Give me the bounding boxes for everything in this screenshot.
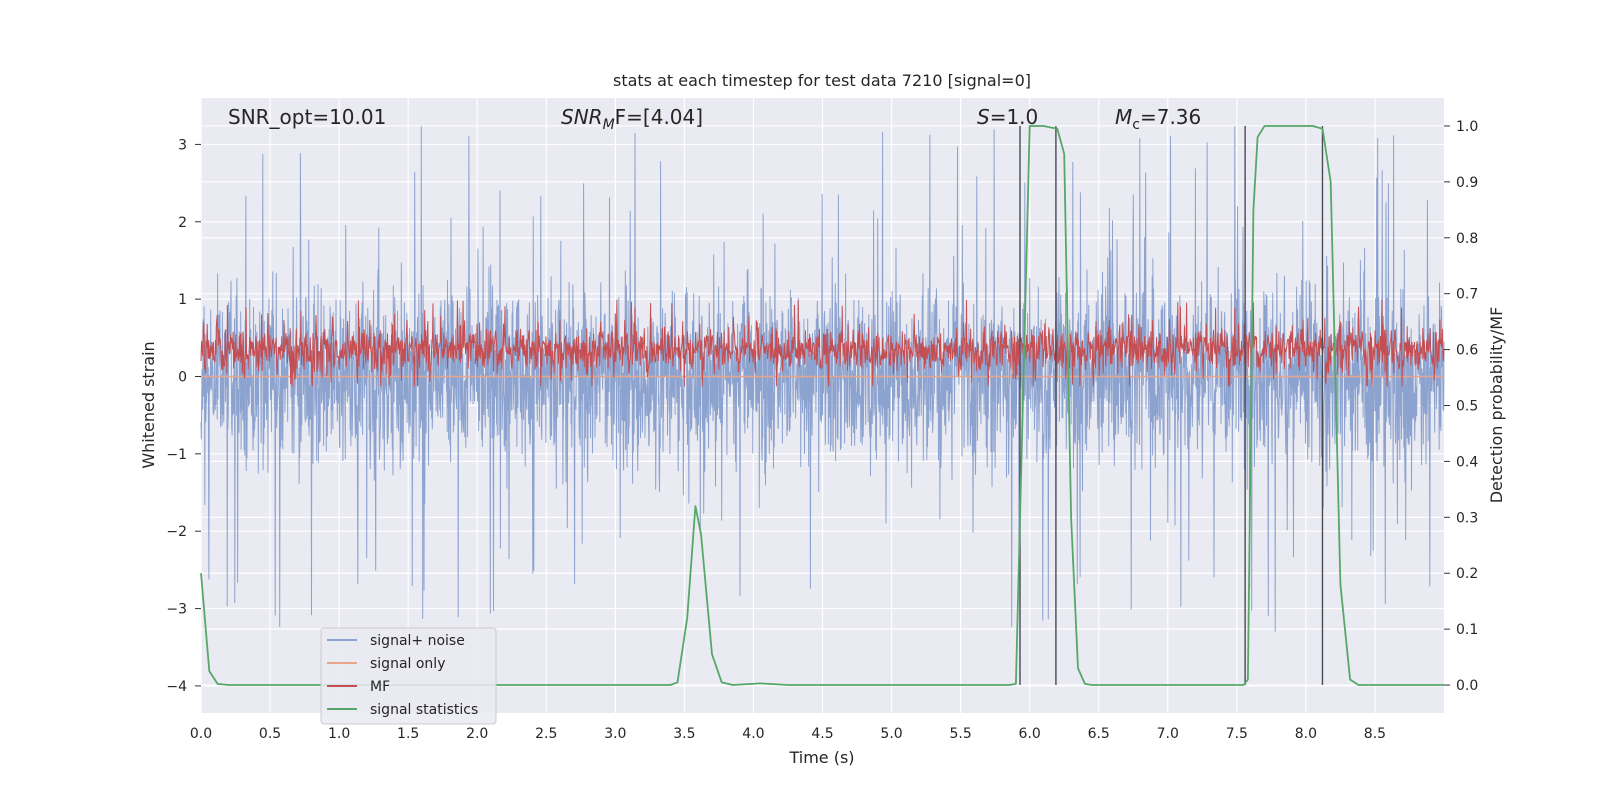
- annotation-mc-sub: c: [1132, 117, 1140, 133]
- annotation-snr-opt: SNR_opt=10.01: [228, 105, 386, 129]
- y-right-tick-label: 0.9: [1456, 175, 1478, 191]
- x-tick-label: 3.0: [604, 726, 626, 742]
- x-tick-label: 6.5: [1088, 726, 1110, 742]
- y-right-tick-label: 0.5: [1456, 399, 1478, 415]
- legend-label-signal-statistics: signal statistics: [370, 702, 478, 718]
- y-left-tick-label: −3: [166, 602, 187, 618]
- y-axis-left-label: Whitened strain: [139, 341, 158, 468]
- annotation-s: S=1.0: [977, 105, 1038, 129]
- y-right-tick-label: 0.8: [1456, 231, 1478, 247]
- y-right-tick-label: 0.2: [1456, 566, 1478, 582]
- annotation-s-main: S: [977, 105, 990, 129]
- x-tick-label: 5.0: [880, 726, 902, 742]
- x-tick-label: 6.0: [1019, 726, 1041, 742]
- y-right-tick-label: 1.0: [1456, 119, 1478, 135]
- x-axis-label: Time (s): [788, 748, 854, 767]
- y-left-tick-label: 1: [178, 292, 187, 308]
- y-right-tick-label: 0.0: [1456, 678, 1478, 694]
- annotation-snr-mf-rest: F=[4.04]: [615, 105, 703, 129]
- y-right-tick-label: 0.1: [1456, 622, 1478, 638]
- annotation-mc-rest: =7.36: [1140, 105, 1201, 129]
- x-tick-label: 4.5: [811, 726, 833, 742]
- legend-label-signal-plus-noise: signal+ noise: [370, 633, 465, 649]
- annotation-s-rest: =1.0: [990, 105, 1039, 129]
- x-tick-label: 3.5: [673, 726, 695, 742]
- series-signal-statistics: [200, 125, 1444, 686]
- y-left-tick-label: −4: [166, 679, 187, 695]
- annotation-snr-mf: SNRMF=[4.04]: [561, 105, 703, 133]
- y-right-tick-label: 0.4: [1456, 454, 1478, 470]
- y-left-tick-label: −1: [166, 447, 187, 463]
- x-tick-label: 2.0: [466, 726, 488, 742]
- annotation-mc-main: M: [1115, 105, 1132, 129]
- y-left-tick-label: 3: [178, 137, 187, 153]
- annotation-snr-mf-main: SNR: [561, 105, 603, 129]
- x-axis-ticks: 0.0 0.5 1.0 1.5 2.0 2.5 3.0 3.5 4.0 4.5 5.0 5.5 6.0 6…: [190, 726, 1386, 742]
- annotation-mc: Mc=7.36: [1115, 105, 1201, 133]
- series-signal-plus-noise: [200, 126, 1445, 632]
- y-axis-right-ticks: 0.0 0.1 0.2 0.3 0.4 0.5 0.6 0.7 0.8 0.9 1.0: [1444, 119, 1478, 694]
- x-tick-label: 7.0: [1157, 726, 1179, 742]
- x-tick-label: 8.0: [1295, 726, 1317, 742]
- x-tick-label: 0.5: [259, 726, 281, 742]
- x-tick-label: 7.5: [1226, 726, 1248, 742]
- chart-title: stats at each timestep for test data 721…: [613, 71, 1031, 90]
- x-tick-label: 1.5: [397, 726, 419, 742]
- y-right-tick-label: 0.3: [1456, 510, 1478, 526]
- y-left-tick-label: 0: [178, 369, 187, 385]
- vertical-markers: [1019, 125, 1324, 686]
- y-right-tick-label: 0.6: [1456, 343, 1478, 359]
- x-tick-label: 0.0: [190, 726, 212, 742]
- legend-label-mf: MF: [370, 679, 390, 695]
- legend-label-signal-only: signal only: [370, 656, 445, 672]
- annotation-snr-mf-sub: M: [603, 117, 615, 133]
- y-left-tick-label: −2: [166, 524, 187, 540]
- x-tick-label: 1.0: [328, 726, 350, 742]
- x-tick-label: 5.5: [949, 726, 971, 742]
- plot-area: [200, 125, 1445, 686]
- x-tick-label: 8.5: [1364, 726, 1386, 742]
- x-tick-label: 2.5: [535, 726, 557, 742]
- y-right-tick-label: 0.7: [1456, 287, 1478, 303]
- legend-box: [320, 627, 497, 725]
- y-left-tick-label: 2: [178, 215, 187, 231]
- series-mf: [200, 299, 1445, 387]
- x-tick-label: 4.0: [742, 726, 764, 742]
- y-axis-left-ticks: −4 −3 −2 −1 0 1 2 3: [166, 137, 201, 695]
- legend: signal+ noise signal only MF signal stat…: [320, 627, 497, 725]
- y-axis-right-label: Detection probability/MF: [1487, 307, 1506, 504]
